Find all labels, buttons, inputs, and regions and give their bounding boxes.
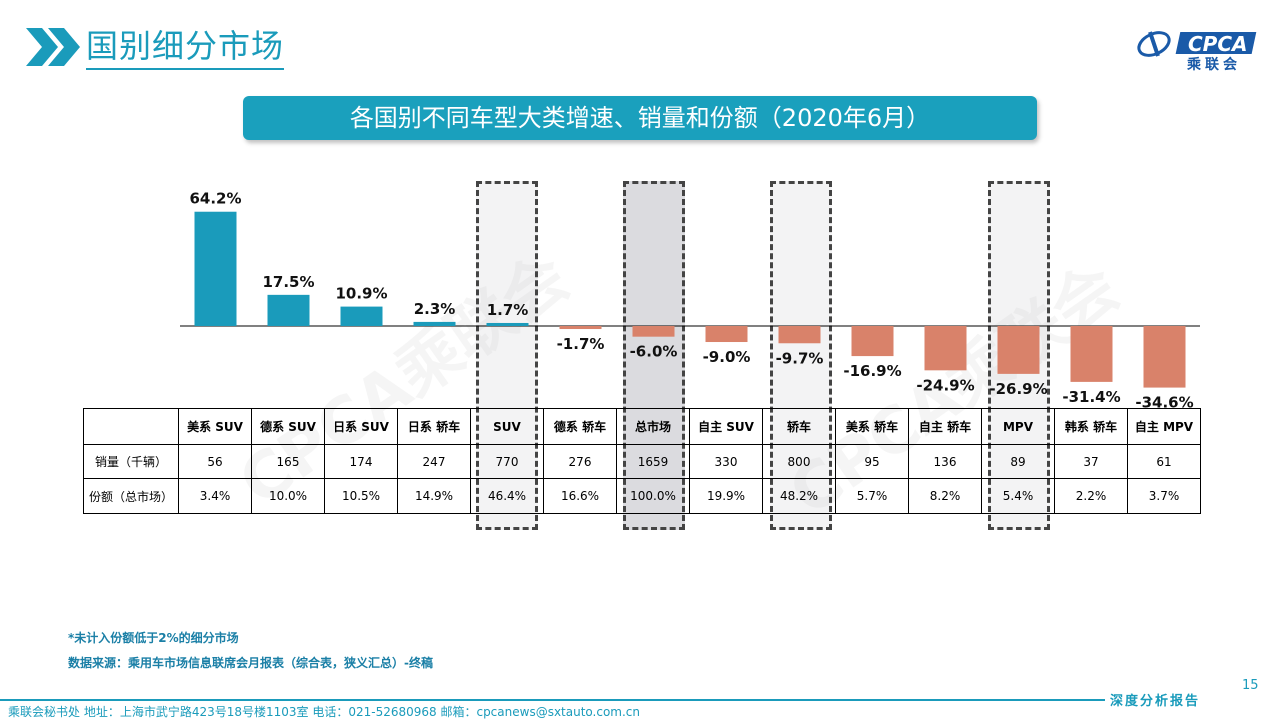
- sales-cell: 276: [543, 444, 617, 479]
- chart-title-banner: 各国别不同车型大类增速、销量和份额（2020年6月）: [243, 96, 1037, 140]
- share-cell: 10.5%: [324, 478, 398, 514]
- footer-report-label: 深度分析报告: [1110, 694, 1201, 709]
- data-label: -26.9%: [989, 380, 1047, 398]
- sales-cell: 800: [762, 444, 836, 479]
- share-cell: 3.7%: [1127, 478, 1201, 514]
- data-label: -31.4%: [1062, 388, 1120, 406]
- share-cell: 8.2%: [908, 478, 982, 514]
- bar: [997, 326, 1040, 374]
- sales-cell: 89: [981, 444, 1055, 479]
- data-label: 2.3%: [414, 300, 456, 318]
- data-label: 17.5%: [262, 273, 314, 291]
- data-label: -34.6%: [1135, 394, 1193, 408]
- bar: [1143, 326, 1186, 388]
- share-cell: 19.9%: [689, 478, 763, 514]
- table-header-row: 美系 SUV 德系 SUV 日系 SUV 日系 轿车 SUV 德系 轿车 总市场 自主 SUV…: [83, 408, 1201, 445]
- sales-cell: 37: [1054, 444, 1128, 479]
- row-label-sales: 销量（千辆）: [83, 444, 179, 479]
- footer-divider: [0, 699, 1105, 701]
- column-header: 自主 SUV: [689, 408, 763, 445]
- sales-cell: 56: [178, 444, 252, 479]
- share-cell: 16.6%: [543, 478, 617, 514]
- data-label: -16.9%: [843, 362, 901, 380]
- column-header: 美系 SUV: [178, 408, 252, 445]
- data-table: 美系 SUV 德系 SUV 日系 SUV 日系 轿车 SUV 德系 轿车 总市场 自主 SUV…: [83, 408, 1201, 514]
- sales-cell: 330: [689, 444, 763, 479]
- share-cell: 5.4%: [981, 478, 1055, 514]
- data-label: -24.9%: [916, 376, 974, 394]
- data-label: -9.0%: [703, 348, 751, 366]
- data-label: 1.7%: [487, 301, 529, 319]
- table-corner-cell: [83, 408, 179, 445]
- sales-cell: 174: [324, 444, 398, 479]
- bar: [778, 326, 821, 344]
- column-header: SUV: [470, 408, 544, 445]
- share-cell: 10.0%: [251, 478, 325, 514]
- column-header: 轿车: [762, 408, 836, 445]
- logo-cn-text: 乘联会: [1187, 57, 1241, 73]
- share-cell: 3.4%: [178, 478, 252, 514]
- growth-bar-chart: 64.2% 17.5% 10.9% 2.3% 1.7% -1.7% -6.0% -9.0% -9…: [180, 190, 1200, 408]
- data-label: -9.7%: [776, 349, 824, 367]
- share-cell: 2.2%: [1054, 478, 1128, 514]
- column-header: 日系 SUV: [324, 408, 398, 445]
- bar: [413, 321, 456, 326]
- bar: [1070, 326, 1113, 382]
- share-cell: 46.4%: [470, 478, 544, 514]
- sales-cell: 61: [1127, 444, 1201, 479]
- sales-cell: 95: [835, 444, 909, 479]
- column-header: 自主 MPV: [1127, 408, 1201, 445]
- cpca-logo-icon: CPCA: [1137, 31, 1257, 57]
- data-label: -1.7%: [557, 335, 605, 353]
- column-header: 日系 轿车: [397, 408, 471, 445]
- share-cell: 100.0%: [616, 478, 690, 514]
- sales-cell: 136: [908, 444, 982, 479]
- row-label-share: 份额（总市场）: [83, 478, 179, 514]
- chevron-double-icon: [26, 28, 80, 66]
- column-header: MPV: [981, 408, 1055, 445]
- data-label: 10.9%: [335, 285, 387, 303]
- sales-cell: 247: [397, 444, 471, 479]
- bar: [851, 326, 894, 357]
- bar: [559, 326, 602, 330]
- data-label: -6.0%: [630, 343, 678, 361]
- bar: [340, 306, 383, 326]
- column-header: 总市场: [616, 408, 690, 445]
- column-header: 自主 轿车: [908, 408, 982, 445]
- share-cell: 14.9%: [397, 478, 471, 514]
- svg-text:CPCA: CPCA: [1188, 32, 1248, 56]
- footnote: *未计入份额低于2%的细分市场: [68, 631, 239, 645]
- sales-cell: 165: [251, 444, 325, 479]
- sales-cell: 770: [470, 444, 544, 479]
- bar: [267, 294, 310, 326]
- table-row-share: 份额（总市场） 3.4% 10.0% 10.5% 14.9% 46.4% 16.6% 100…: [83, 478, 1201, 514]
- data-label: 64.2%: [189, 190, 241, 208]
- page-number: 15: [1242, 678, 1259, 693]
- bar: [194, 211, 237, 326]
- column-header: 德系 SUV: [251, 408, 325, 445]
- bar: [705, 326, 748, 343]
- column-header: 韩系 轿车: [1054, 408, 1128, 445]
- page-title: 国别细分市场: [86, 26, 285, 70]
- share-cell: 5.7%: [835, 478, 909, 514]
- share-cell: 48.2%: [762, 478, 836, 514]
- column-header: 德系 轿车: [543, 408, 617, 445]
- data-source-note: 数据来源：乘用车市场信息联席会月报表（综合表，狭义汇总）-终稿: [68, 656, 433, 670]
- column-header: 美系 轿车: [835, 408, 909, 445]
- bar: [924, 326, 967, 371]
- bar: [632, 326, 675, 337]
- bar: [486, 322, 529, 326]
- sales-cell: 1659: [616, 444, 690, 479]
- footer-contact: 乘联会秘书处 地址：上海市武宁路423号18号楼1103室 电话：021-526…: [8, 705, 641, 719]
- table-row-sales: 销量（千辆） 56 165 174 247 770 276 1659 330 800 95 136 8…: [83, 444, 1201, 479]
